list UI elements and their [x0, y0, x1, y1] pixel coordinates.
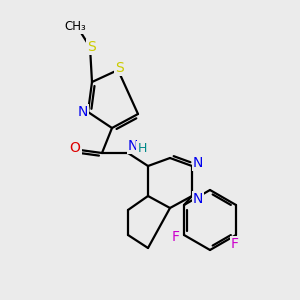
Text: CH₃: CH₃: [64, 20, 86, 34]
Text: N: N: [78, 105, 88, 119]
Text: F: F: [172, 230, 180, 244]
Text: S: S: [87, 40, 95, 54]
Text: N: N: [193, 156, 203, 170]
Text: F: F: [231, 237, 239, 251]
Text: O: O: [70, 141, 80, 155]
Text: S: S: [115, 61, 123, 75]
Text: H: H: [137, 142, 147, 154]
Text: N: N: [128, 139, 138, 153]
Text: N: N: [193, 192, 203, 206]
